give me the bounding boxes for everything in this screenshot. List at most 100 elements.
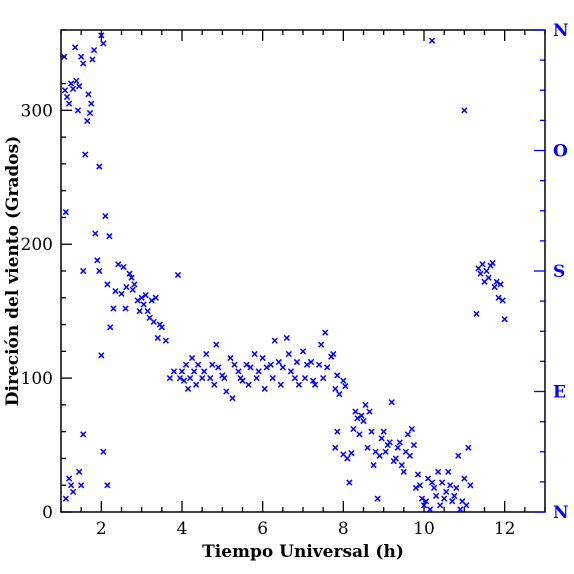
data-point: [366, 408, 373, 415]
data-point: [229, 395, 236, 402]
data-point: [115, 261, 122, 268]
data-point: [243, 361, 250, 368]
data-point: [394, 444, 401, 451]
data-point: [94, 257, 101, 264]
data-point: [320, 374, 327, 382]
data-point: [285, 350, 293, 358]
data-point: [467, 482, 474, 489]
data-point: [74, 107, 82, 114]
data-point: [303, 361, 311, 368]
data-point: [144, 308, 151, 315]
data-point: [362, 401, 369, 409]
data-point: [182, 361, 190, 368]
data-point: [406, 452, 414, 459]
data-point: [85, 91, 92, 98]
data-point: [332, 444, 339, 451]
data-point: [368, 428, 375, 435]
x-tick-label: 12: [494, 519, 516, 539]
data-point: [307, 358, 315, 366]
data-point: [340, 377, 347, 384]
data-point: [412, 484, 420, 492]
x-tick-label: 2: [96, 519, 107, 539]
data-point: [215, 364, 222, 371]
y-axis-label: Direción del viento (Grados): [3, 136, 23, 406]
data-point: [158, 324, 165, 331]
data-point: [61, 87, 69, 94]
data-point: [370, 462, 377, 469]
data-point: [396, 439, 403, 446]
data-point: [291, 374, 299, 382]
data-point: [195, 361, 202, 368]
data-point: [239, 377, 246, 384]
data-point: [73, 77, 80, 85]
data-point: [104, 482, 111, 489]
data-point: [100, 448, 107, 455]
data-point: [497, 281, 504, 288]
data-point: [489, 259, 496, 267]
data-point: [354, 415, 361, 422]
data-point: [80, 267, 87, 275]
data-point: [269, 374, 276, 382]
data-point: [62, 495, 69, 502]
y-tick-label: 200: [21, 235, 53, 255]
data-point: [267, 361, 274, 368]
data-point: [134, 297, 141, 304]
data-point: [192, 381, 200, 388]
data-point: [82, 151, 89, 158]
data-point: [96, 163, 103, 170]
x-axis-label: Tiempo Universal (h): [202, 542, 404, 562]
data-point: [154, 334, 161, 342]
data-point: [150, 318, 157, 326]
data-point: [430, 484, 438, 492]
data-point: [330, 350, 337, 358]
data-point: [418, 495, 426, 502]
data-point: [360, 417, 367, 425]
data-point: [255, 368, 262, 375]
data-point: [184, 385, 192, 392]
data-point: [213, 341, 220, 348]
data-point: [223, 388, 230, 395]
data-point: [279, 364, 286, 371]
data-point: [221, 374, 228, 382]
data-point: [457, 506, 464, 513]
data-point: [178, 368, 186, 375]
data-point: [388, 399, 395, 406]
plot-frame: [60, 29, 546, 513]
data-point: [414, 471, 422, 478]
data-point: [404, 431, 411, 438]
data-point: [318, 341, 325, 348]
data-point: [465, 444, 472, 451]
data-point: [445, 468, 452, 475]
compass-tick-label: N: [553, 503, 569, 523]
data-point: [356, 431, 363, 438]
data-point: [67, 80, 75, 87]
data-point: [140, 301, 147, 308]
data-point: [131, 281, 138, 288]
data-point: [104, 281, 111, 288]
data-point: [441, 495, 448, 502]
data-point: [352, 408, 359, 415]
data-point: [129, 286, 136, 293]
data-point: [78, 482, 85, 489]
data-point: [211, 381, 218, 388]
data-point: [336, 391, 343, 398]
data-point: [180, 377, 188, 384]
data-point: [190, 368, 198, 375]
data-point: [432, 492, 440, 500]
data-point: [186, 374, 194, 382]
data-point: [253, 374, 260, 382]
data-point: [174, 271, 182, 279]
data-point: [231, 361, 238, 368]
data-point: [499, 297, 506, 304]
data-point: [277, 381, 284, 388]
data-point: [80, 431, 87, 438]
data-point: [451, 492, 458, 500]
y-tick-label: 0: [42, 503, 53, 523]
data-point: [67, 482, 75, 489]
data-point: [447, 482, 454, 489]
data-point: [98, 32, 105, 39]
data-point: [122, 305, 129, 312]
data-point: [398, 462, 405, 469]
data-point: [483, 267, 490, 275]
